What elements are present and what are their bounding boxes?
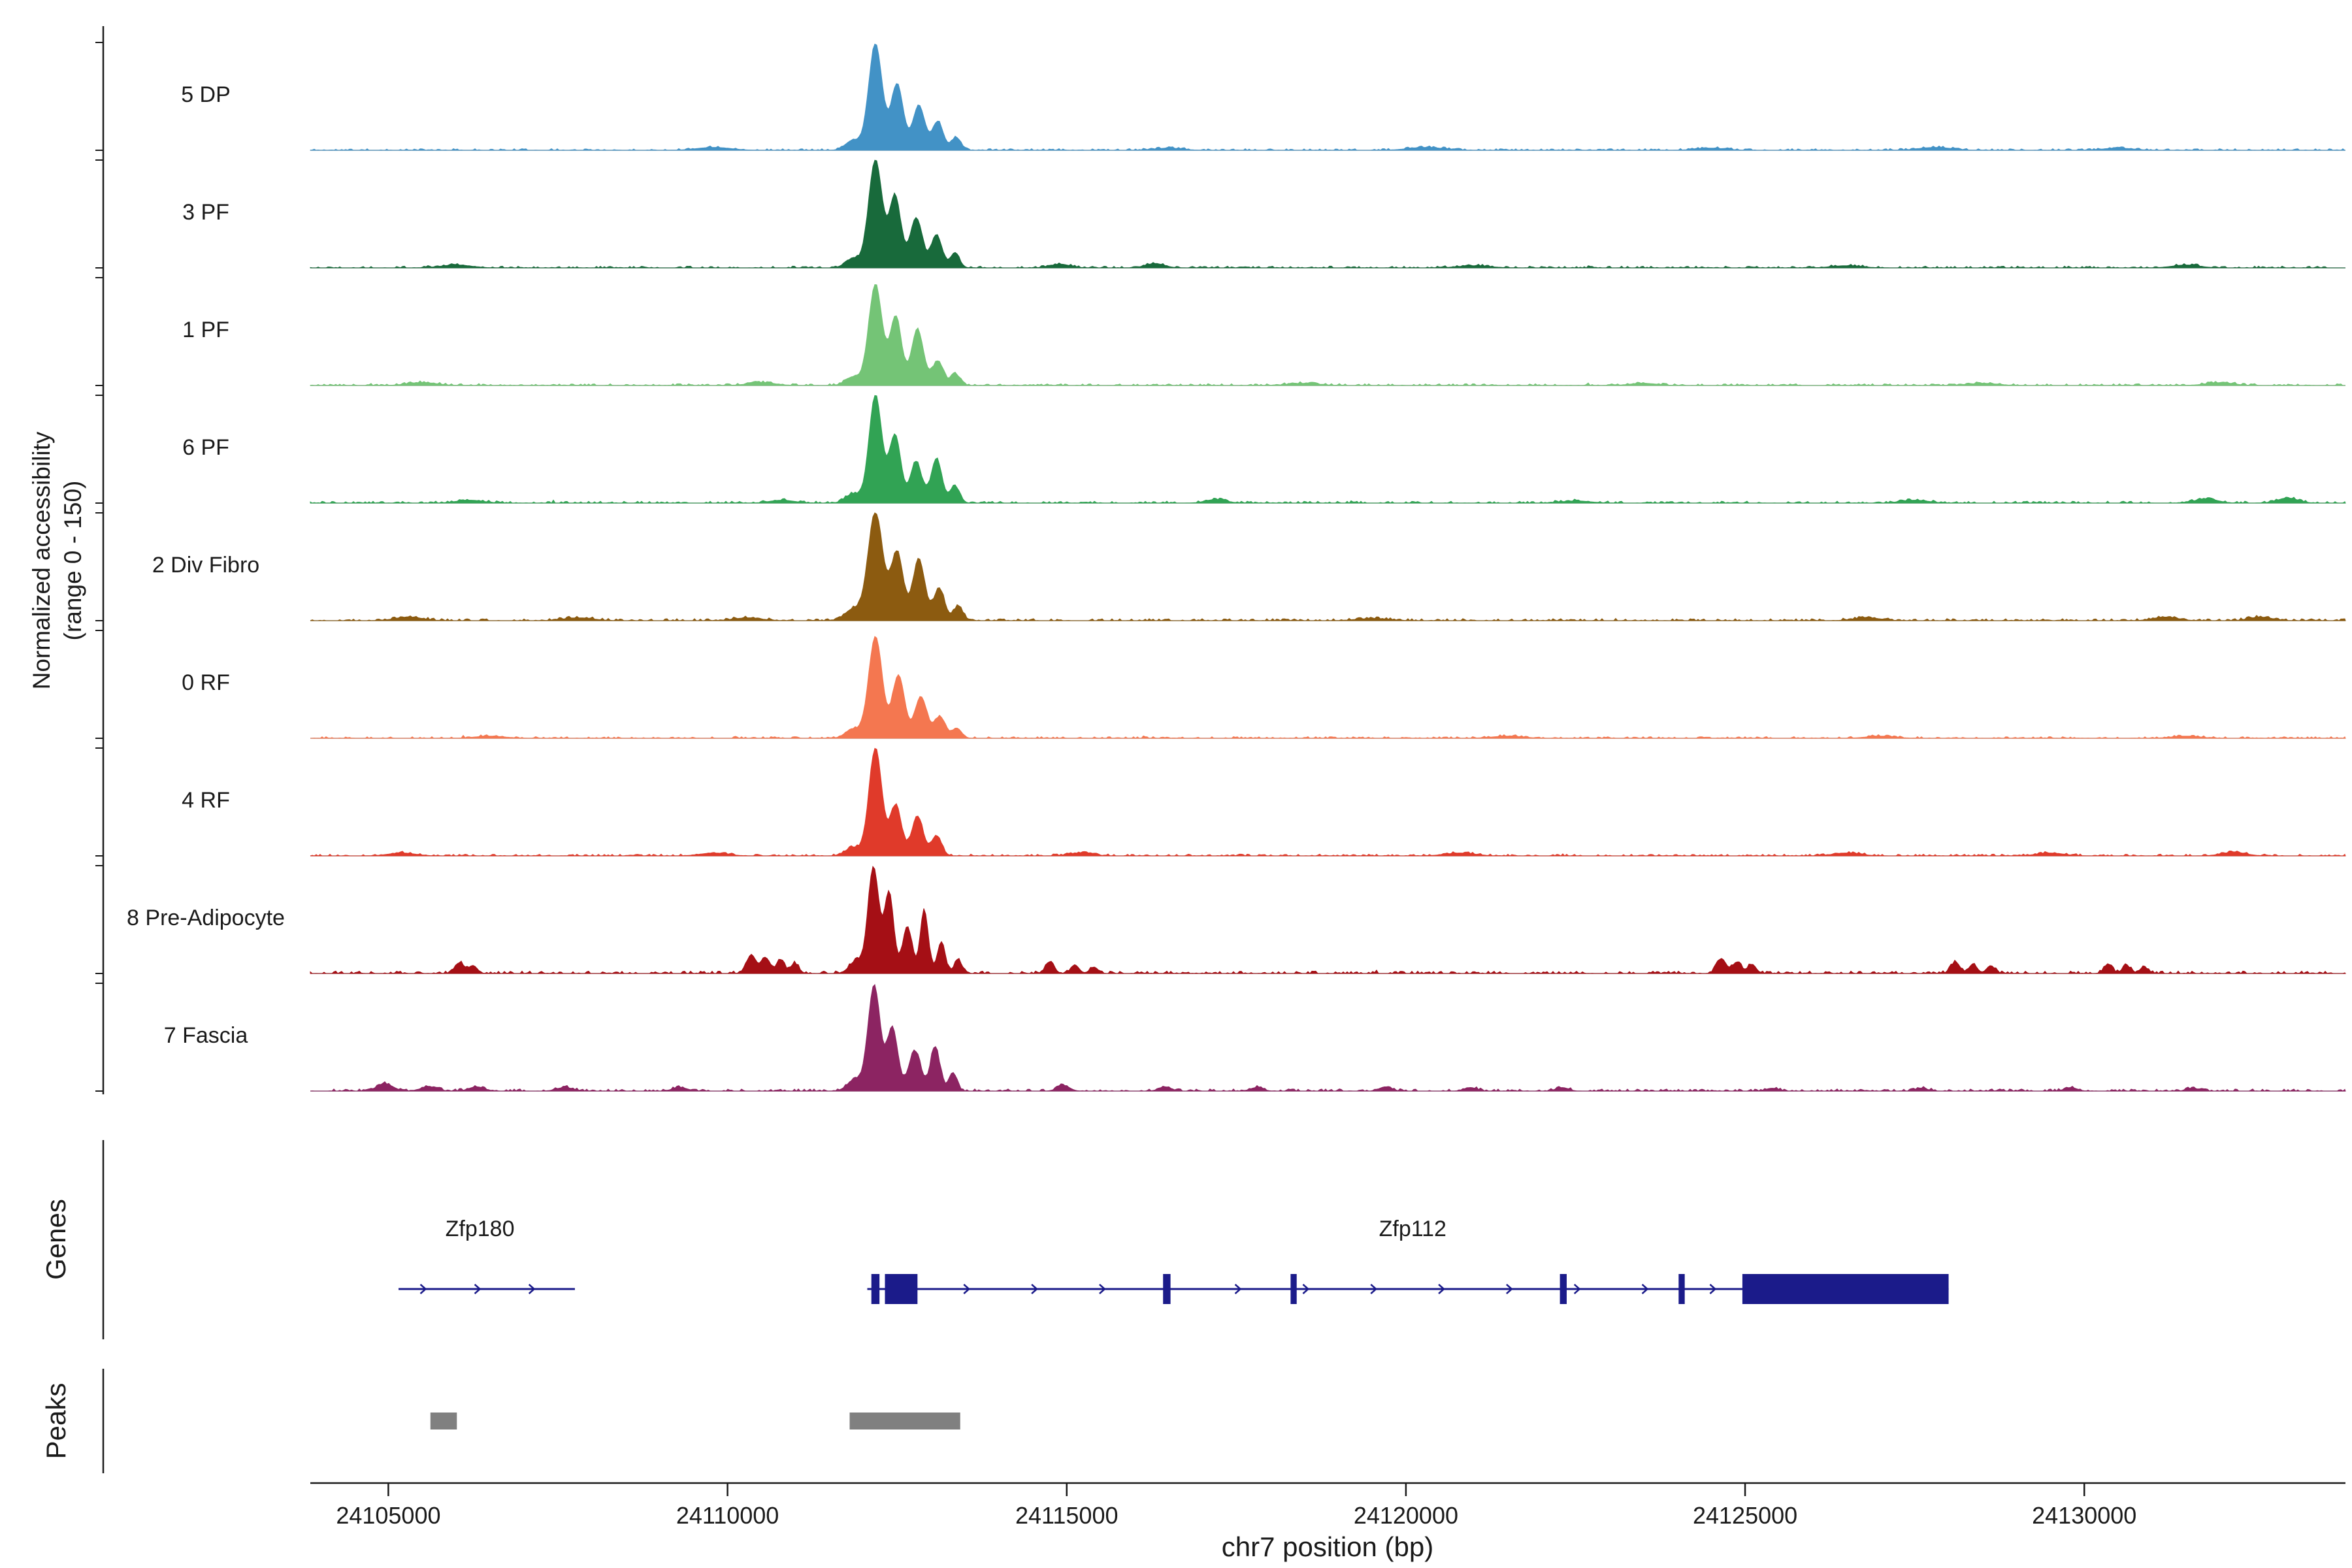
gene-strand-arrow: [1031, 1284, 1038, 1294]
x-tick-label: 24115000: [1015, 1502, 1119, 1529]
gene-strand-arrow: [1234, 1284, 1242, 1294]
y-axis-label-line2: (range 0 - 150): [59, 480, 86, 641]
x-tick-label: 24110000: [676, 1502, 779, 1529]
gene-label: Zfp112: [1379, 1217, 1446, 1241]
gene-strand-arrow: [1641, 1284, 1649, 1294]
x-tick-label: 24105000: [336, 1502, 440, 1529]
track-label: 2 Div Fibro: [152, 553, 259, 578]
x-tick-label: 24120000: [1354, 1502, 1458, 1529]
track-signal-5-dp: [310, 43, 2345, 151]
track-label: 4 RF: [182, 788, 230, 813]
genes-section-label: Genes: [41, 1199, 71, 1280]
track-label: 1 PF: [182, 318, 229, 342]
track-signal-7-fascia: [310, 983, 2346, 1092]
track-label: 3 PF: [182, 200, 229, 225]
gene-strand-arrow: [1709, 1284, 1717, 1294]
gene-strand-arrow: [1573, 1284, 1581, 1294]
peaks-section-label: Peaks: [41, 1382, 71, 1460]
gene-exon: [871, 1274, 880, 1304]
gene-exon: [1742, 1274, 1949, 1304]
track-label: 5 DP: [181, 82, 231, 107]
gene-strand-arrow: [528, 1284, 536, 1294]
gene-strand-arrow: [419, 1284, 427, 1294]
gene-strand-arrow: [1370, 1284, 1378, 1294]
peak-region: [430, 1413, 457, 1429]
gene-exon: [1290, 1274, 1297, 1304]
gene-exon: [1560, 1274, 1567, 1304]
gene-strand-arrow: [1302, 1284, 1310, 1294]
x-axis-title: chr7 position (bp): [1221, 1531, 1434, 1562]
y-axis-label-line1: Normalized accessibility: [27, 431, 55, 690]
track-label: 6 PF: [182, 435, 229, 460]
gene-label: Zfp180: [446, 1217, 515, 1241]
track-signal-0-rf: [310, 636, 2346, 739]
peak-region: [849, 1413, 960, 1429]
track-signal-3-pf: [310, 159, 2345, 269]
gene-exon: [885, 1274, 918, 1304]
gene-strand-arrow: [963, 1284, 971, 1294]
track-label: 0 RF: [182, 670, 230, 695]
track-signal-6-pf: [310, 395, 2346, 504]
track-signal-1-pf: [310, 284, 2345, 386]
track-signal-8-pre-adipocyte: [310, 866, 2347, 974]
y-axis-label: Normalized accessibility (range 0 - 150): [26, 432, 89, 690]
x-tick-label: 24125000: [1693, 1502, 1797, 1529]
track-signal-4-rf: [310, 747, 2346, 857]
gene-strand-arrow: [1438, 1284, 1445, 1294]
gene-exon: [1678, 1274, 1685, 1304]
gene-strand-arrow: [1099, 1284, 1106, 1294]
x-tick-label: 24130000: [2032, 1502, 2136, 1529]
gene-strand-arrow: [1506, 1284, 1513, 1294]
track-label: 8 Pre-Adipocyte: [127, 906, 285, 930]
gene-strand-arrow: [474, 1284, 482, 1294]
track-label: 7 Fascia: [164, 1023, 248, 1048]
gene-exon: [1163, 1274, 1171, 1304]
track-signal-2-div-fibro: [310, 512, 2346, 621]
